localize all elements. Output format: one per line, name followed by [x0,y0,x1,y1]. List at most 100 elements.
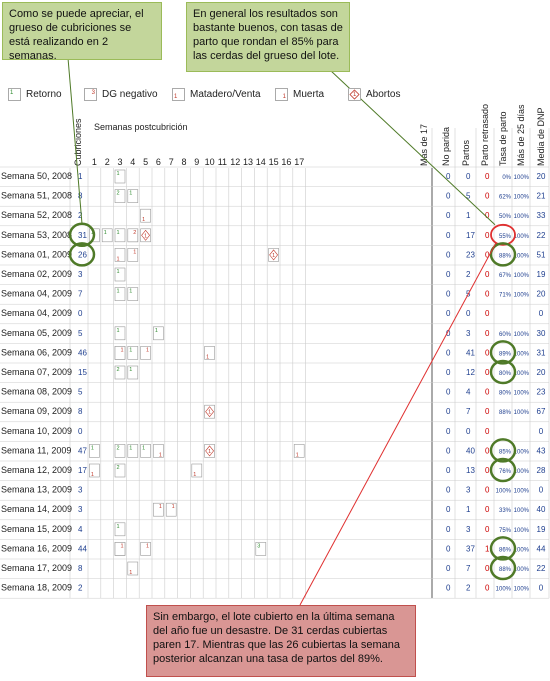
mas-de-25-dias-value: 100% [514,214,530,220]
row-label: Semana 51, 2008 [1,191,72,201]
mas-de-25-dias-value: 100% [514,293,530,299]
cubriciones-value: 15 [78,368,87,377]
event-value-aborto: 1 [272,253,275,259]
cubriciones-value: 2 [78,211,83,220]
partos-value: 13 [466,466,475,475]
tasa-de-parto-value: 80% [499,371,512,377]
legend-item-abortos: 1 Abortos [348,88,400,101]
event-box-retorno [127,189,139,203]
mas-de-25-dias-value: 100% [514,547,530,553]
event-box-matadero [293,444,305,458]
parto-retrasado-value: 0 [485,172,490,181]
event-box-retorno [114,267,126,282]
event-value-retorno: 2 [117,445,120,451]
media-dnp-value: 23 [537,388,546,397]
no-parida-value: 0 [446,172,451,181]
media-dnp-value: 19 [537,270,546,279]
event-value-dg: 2 [133,230,136,236]
row-label: Semana 05, 2009 [1,328,72,338]
no-parida-value: 0 [446,525,451,534]
partos-value: 41 [466,348,475,357]
row-label: Semana 01, 2009 [1,249,72,259]
mas-de-25-dias-value: 100% [514,253,530,259]
parto-retrasado-value: 0 [485,427,490,436]
row-label: Semana 16, 2009 [1,543,72,553]
pointer-line-cubriciones [67,57,83,224]
event-value-retorno: 1 [117,328,120,334]
cubriciones-value: 46 [78,348,87,357]
tasa-de-parto-value: 88% [499,410,512,416]
no-parida-value: 0 [446,270,451,279]
event-box-matadero [204,346,215,360]
no-parida-value: 0 [446,231,451,240]
event-box-retorno [114,326,126,341]
parto-retrasado-value: 0 [485,290,490,299]
parto-retrasado-value: 0 [485,486,490,495]
annotations [67,57,517,606]
cubriciones-value: 4 [78,525,83,534]
cubriciones-value: 3 [78,486,83,495]
parto-retrasado-value: 0 [485,446,490,455]
header-cubriciones: Cubriciones [73,118,83,166]
no-parida-value: 0 [446,407,451,416]
event-value-retorno: 1 [155,328,158,334]
highlight-circle-tasa-green [489,536,517,561]
event-value-retorno: 1 [142,445,145,451]
media-dnp-value: 0 [539,486,544,495]
event-value-dg: 1 [120,347,123,353]
aborto-diamond [205,445,214,457]
cubriciones-value: 17 [78,466,87,475]
media-dnp-value: 44 [537,544,546,553]
event-value-retorno: 1 [117,524,120,530]
week-column-header: 3 [117,157,122,167]
tasa-de-parto-value: 75% [499,528,512,534]
no-parida-value: 0 [446,388,451,397]
tasa-de-parto-value: 62% [499,195,512,201]
aborto-icon: 1 [348,88,361,101]
media-dnp-value: 28 [537,466,546,475]
event-value-aborto: 1 [208,410,211,416]
row-label: Semana 06, 2009 [1,347,72,357]
event-value-retorno: 1 [91,230,94,236]
highlight-circle-tasa-green [489,555,517,581]
no-parida-value: 0 [446,368,451,377]
legend: 1 Retorno 3 DG negativo 1 Matadero/Venta… [0,88,550,110]
aborto-diamond [141,229,150,241]
event-value-retorno: 1 [117,289,120,295]
event-value-dg: 1 [133,249,136,255]
media-dnp-value: 20 [537,368,546,377]
aborto-icon-digit: 1 [353,92,357,98]
partos-value: 37 [466,544,475,553]
no-parida-value: 0 [446,329,451,338]
no-parida-value: 0 [446,505,451,514]
event-value-matadero: 1 [193,472,196,478]
cubriciones-value: 5 [78,329,83,338]
callout-resultados: En general los resultados son bastante b… [186,2,350,72]
no-parida-value: 0 [446,564,451,573]
no-parida-value: 0 [446,192,451,201]
highlight-circle-cubriciones [68,242,96,267]
parto-retrasado-value: 0 [485,309,490,318]
mas-de-25-dias-value: 100% [514,273,530,279]
media-dnp-value: 0 [539,584,544,593]
partos-value: 40 [466,446,475,455]
event-box-retorno [153,326,164,341]
row-label: Semana 12, 2009 [1,465,72,475]
tasa-de-parto-value: 100% [496,587,512,593]
event-value-matadero: 1 [129,570,132,576]
event-box-retorno [255,542,267,556]
row-label: Semana 08, 2009 [1,387,72,397]
tasa-de-parto-value: 50% [499,214,512,220]
mas-de-25-dias-value: 100% [514,351,530,357]
partos-value: 5 [466,192,471,201]
event-box-matadero [114,248,126,262]
callout-resultados-text: En general los resultados son bastante b… [193,8,343,62]
week-column-header: 6 [156,157,161,167]
event-box-muerta [153,444,164,458]
week-column-header: 10 [205,157,215,167]
tasa-de-parto-value: 76% [499,469,512,475]
cubriciones-value: 47 [78,446,87,455]
cubriciones-value: 8 [78,564,83,573]
event-value-aborto: 1 [144,233,147,239]
